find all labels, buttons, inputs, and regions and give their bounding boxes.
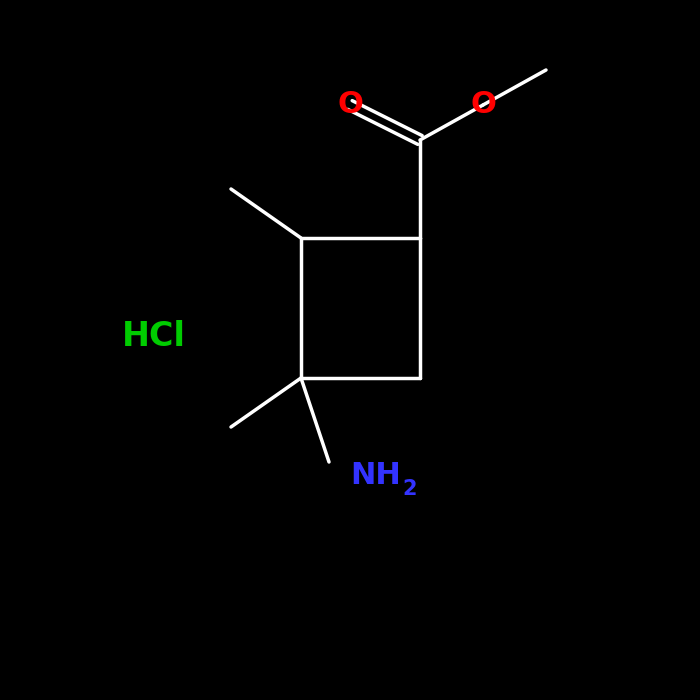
Text: O: O	[470, 90, 496, 120]
Text: NH: NH	[350, 461, 400, 491]
Text: HCl: HCl	[122, 319, 186, 353]
Text: O: O	[337, 90, 363, 120]
Text: 2: 2	[402, 479, 417, 498]
